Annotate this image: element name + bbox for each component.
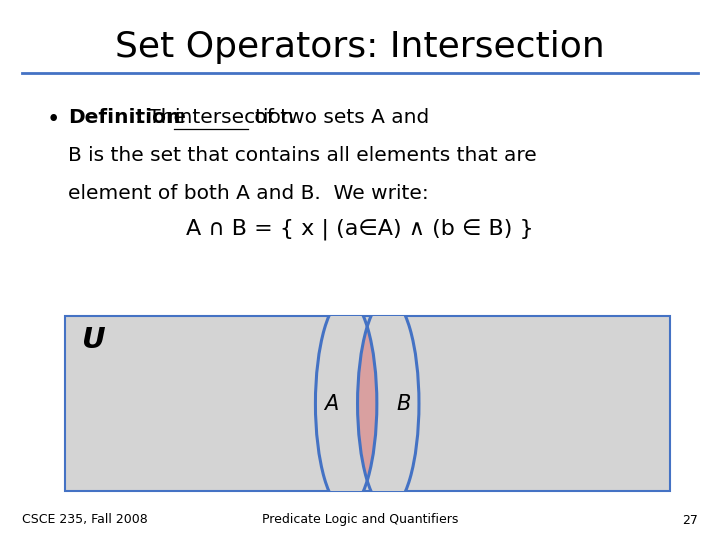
Ellipse shape [315,298,377,510]
Text: intersection: intersection [174,108,294,127]
Ellipse shape [358,298,419,510]
Text: of two sets A and: of two sets A and [248,108,430,127]
Text: U: U [81,326,104,354]
Polygon shape [358,327,377,481]
Text: : The: : The [135,108,192,127]
Text: element of both A and B.  We write:: element of both A and B. We write: [68,184,429,202]
Text: Predicate Logic and Quantifiers: Predicate Logic and Quantifiers [262,514,458,526]
Text: Definition: Definition [68,108,181,127]
Text: A ∩ B = { x | (a∈A) ∧ (b ∈ B) }: A ∩ B = { x | (a∈A) ∧ (b ∈ B) } [186,219,534,240]
Text: B is the set that contains all elements that are: B is the set that contains all elements … [68,146,537,165]
Text: Set Operators: Intersection: Set Operators: Intersection [115,30,605,64]
Polygon shape [358,327,377,481]
Text: 27: 27 [683,514,698,526]
Text: •: • [47,108,60,131]
Text: B: B [397,394,411,414]
Text: A: A [324,394,338,414]
FancyBboxPatch shape [65,316,670,491]
Text: CSCE 235, Fall 2008: CSCE 235, Fall 2008 [22,514,148,526]
